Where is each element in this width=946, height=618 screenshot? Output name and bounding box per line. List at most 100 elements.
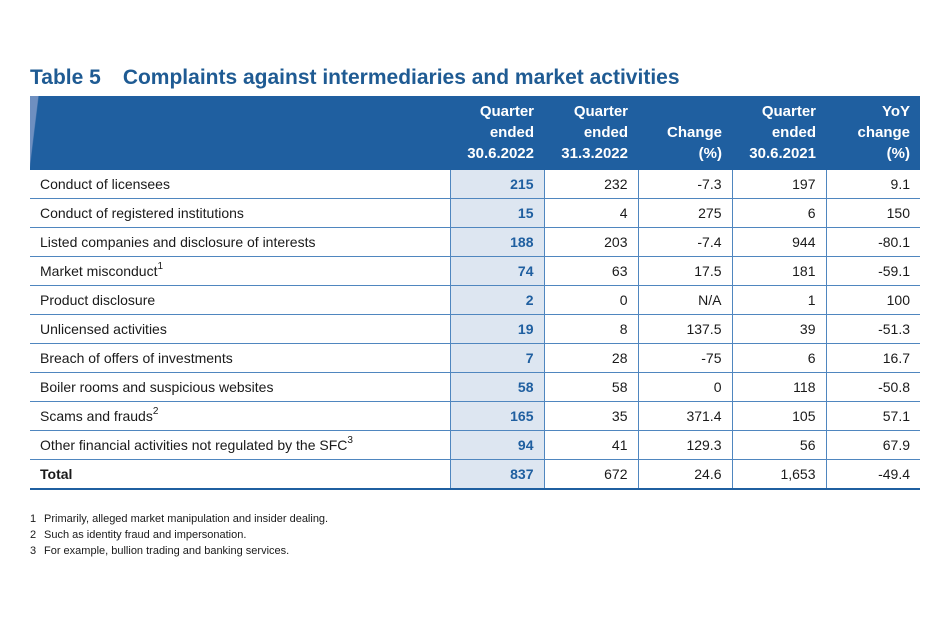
cell-value: 672 bbox=[544, 459, 639, 490]
cell-value: 58 bbox=[449, 372, 545, 402]
cell-value: 215 bbox=[449, 170, 545, 199]
cell-value: 24.6 bbox=[638, 459, 733, 490]
cell-value: 9.1 bbox=[826, 170, 920, 199]
footnote-ref: 3 bbox=[347, 435, 353, 447]
row-label: Market misconduct1 bbox=[30, 256, 450, 286]
cell-value: -7.3 bbox=[638, 170, 733, 199]
row-label-text: Conduct of licensees bbox=[40, 176, 170, 192]
row-label-text: Market misconduct bbox=[40, 263, 158, 279]
table-row: Conduct of licensees 215 232 -7.3 197 9.1 bbox=[30, 170, 920, 199]
row-label-text: Unlicensed activities bbox=[40, 321, 167, 337]
header-col-yoy: YoY change (%) bbox=[826, 96, 920, 170]
table-row: Listed companies and disclosure of inter… bbox=[30, 227, 920, 257]
row-label: Total bbox=[30, 459, 450, 490]
cell-value: -59.1 bbox=[826, 256, 920, 286]
cell-value: 165 bbox=[449, 401, 545, 431]
cell-value: 188 bbox=[449, 227, 545, 257]
cell-value: 197 bbox=[732, 170, 827, 199]
cell-value: 58 bbox=[544, 372, 639, 402]
table-row: Other financial activities not regulated… bbox=[30, 430, 920, 460]
row-label-text: Boiler rooms and suspicious websites bbox=[40, 379, 274, 395]
header-col-q1-2022: Quarter ended 31.3.2022 bbox=[544, 96, 638, 170]
row-label: Unlicensed activities bbox=[30, 314, 450, 344]
cell-value: 2 bbox=[449, 285, 545, 315]
cell-value: 232 bbox=[544, 170, 639, 199]
cell-value: N/A bbox=[638, 285, 733, 315]
table-row: Market misconduct1 74 63 17.5 181 -59.1 bbox=[30, 256, 920, 286]
row-label-text: Other financial activities not regulated… bbox=[40, 437, 348, 453]
row-label: Conduct of licensees bbox=[30, 170, 450, 199]
cell-value: 181 bbox=[732, 256, 827, 286]
footnote: 3 For example, bullion trading and bankin… bbox=[30, 543, 328, 559]
cell-value: 203 bbox=[544, 227, 639, 257]
cell-value: 57.1 bbox=[826, 401, 920, 431]
row-label: Product disclosure bbox=[30, 285, 450, 315]
cell-value: 19 bbox=[449, 314, 545, 344]
cell-value: 28 bbox=[544, 343, 639, 373]
cell-value: 4 bbox=[544, 198, 639, 228]
cell-value: 944 bbox=[732, 227, 827, 257]
header-line: Change bbox=[666, 124, 722, 141]
header-line: ended bbox=[489, 124, 534, 141]
header-blank bbox=[30, 96, 450, 170]
footnote-text: For example, bullion trading and banking… bbox=[44, 545, 290, 557]
row-label: Other financial activities not regulated… bbox=[30, 430, 450, 460]
cell-value: -51.3 bbox=[826, 314, 920, 344]
cell-value: 137.5 bbox=[638, 314, 733, 344]
cell-value: 35 bbox=[544, 401, 639, 431]
header-line: ended bbox=[771, 124, 816, 141]
cell-value: 118 bbox=[732, 372, 827, 402]
cell-value: 100 bbox=[826, 285, 920, 315]
table-number: Table 5 bbox=[30, 66, 101, 89]
header-line: Quarter bbox=[573, 103, 628, 120]
table-row: Product disclosure 2 0 N/A 1 100 bbox=[30, 285, 920, 315]
cell-value: 105 bbox=[732, 401, 827, 431]
footnote-number: 2 bbox=[30, 529, 37, 541]
header-line: 31.3.2022 bbox=[561, 145, 628, 162]
cell-value: -75 bbox=[638, 343, 733, 373]
cell-value: 275 bbox=[638, 198, 733, 228]
cell-value: 150 bbox=[826, 198, 920, 228]
cell-value: 1 bbox=[732, 285, 827, 315]
cell-value: 0 bbox=[544, 285, 639, 315]
row-label-text: Conduct of registered institutions bbox=[40, 205, 244, 221]
footnote-number: 3 bbox=[30, 545, 37, 557]
cell-value: -80.1 bbox=[826, 227, 920, 257]
row-label-text: Listed companies and disclosure of inter… bbox=[40, 234, 316, 250]
cell-value: -7.4 bbox=[638, 227, 733, 257]
header-line: Quarter bbox=[761, 103, 816, 120]
header-col-q2-2022: Quarter ended 30.6.2022 bbox=[450, 96, 544, 170]
row-label: Listed companies and disclosure of inter… bbox=[30, 227, 450, 257]
row-label: Breach of offers of investments bbox=[30, 343, 450, 373]
row-label: Scams and frauds2 bbox=[30, 401, 450, 431]
cell-value: 67.9 bbox=[826, 430, 920, 460]
row-label-text: Product disclosure bbox=[40, 292, 156, 308]
cell-value: 1,653 bbox=[732, 459, 827, 490]
cell-value: 129.3 bbox=[638, 430, 733, 460]
row-label: Conduct of registered institutions bbox=[30, 198, 450, 228]
cell-value: 7 bbox=[449, 343, 545, 373]
table-row: Breach of offers of investments 7 28 -75 6 16… bbox=[30, 343, 920, 373]
table-row: Boiler rooms and suspicious websites 58 58… bbox=[30, 372, 920, 402]
complaints-table: Quarter ended 30.6.2022 Quarter ended 31.3.2… bbox=[30, 96, 920, 490]
footnotes: 1 Primarily, alleged market manipulation … bbox=[30, 511, 328, 559]
footnote-ref: 1 bbox=[157, 261, 164, 273]
header-line: ended bbox=[583, 124, 628, 141]
cell-value: 837 bbox=[449, 459, 545, 490]
cell-value: -50.8 bbox=[826, 372, 920, 402]
cell-value: 41 bbox=[544, 430, 639, 460]
cell-value: -49.4 bbox=[826, 459, 920, 490]
header-line: 30.6.2021 bbox=[749, 145, 816, 162]
header-col-change: Change (%) bbox=[638, 96, 732, 170]
footnote-text: Primarily, alleged market manipulation a… bbox=[44, 513, 329, 525]
cell-value: 0 bbox=[638, 372, 733, 402]
header-line: (%) bbox=[886, 145, 910, 162]
table-row: Conduct of registered institutions 15 4 275… bbox=[30, 198, 920, 228]
header-line: (%) bbox=[698, 145, 722, 162]
cell-value: 17.5 bbox=[638, 256, 733, 286]
header-row: Quarter ended 30.6.2022 Quarter ended 31.3.2… bbox=[30, 96, 920, 170]
table-title-text: Complaints against intermediaries and ma… bbox=[122, 66, 680, 89]
row-label-text: Total bbox=[40, 466, 73, 482]
header-line: Quarter bbox=[479, 103, 534, 120]
cell-value: 56 bbox=[732, 430, 827, 460]
